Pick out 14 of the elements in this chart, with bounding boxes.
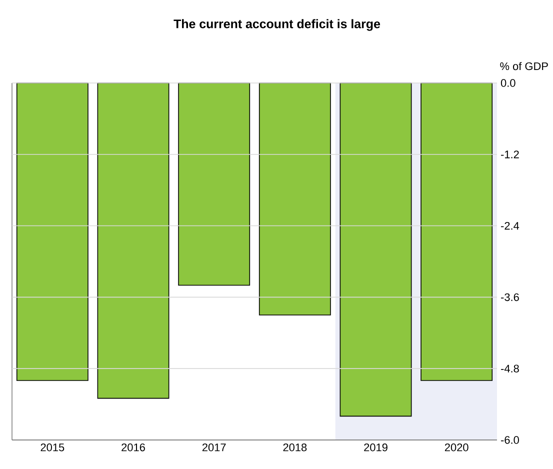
x-tick-label: 2019 — [364, 444, 388, 452]
x-tick-label: 2017 — [202, 444, 226, 452]
y-tick-label: -3.6 — [501, 293, 519, 302]
y-tick-label: -1.2 — [501, 150, 519, 158]
y-tick-label: -6.0 — [501, 436, 519, 444]
y-tick-label: -4.8 — [501, 364, 519, 372]
x-tick-label: 2018 — [283, 444, 307, 452]
y-axis-title: % of GDP — [500, 62, 548, 70]
x-tick-label: 2016 — [122, 444, 145, 452]
x-tick-label: 2020 — [444, 444, 468, 452]
y-tick-label: -2.4 — [501, 222, 520, 230]
chart-title: The current account deficit is large — [174, 19, 380, 31]
y-tick-label: 0.0 — [500, 79, 516, 87]
x-tick-label: 2015 — [40, 444, 64, 452]
